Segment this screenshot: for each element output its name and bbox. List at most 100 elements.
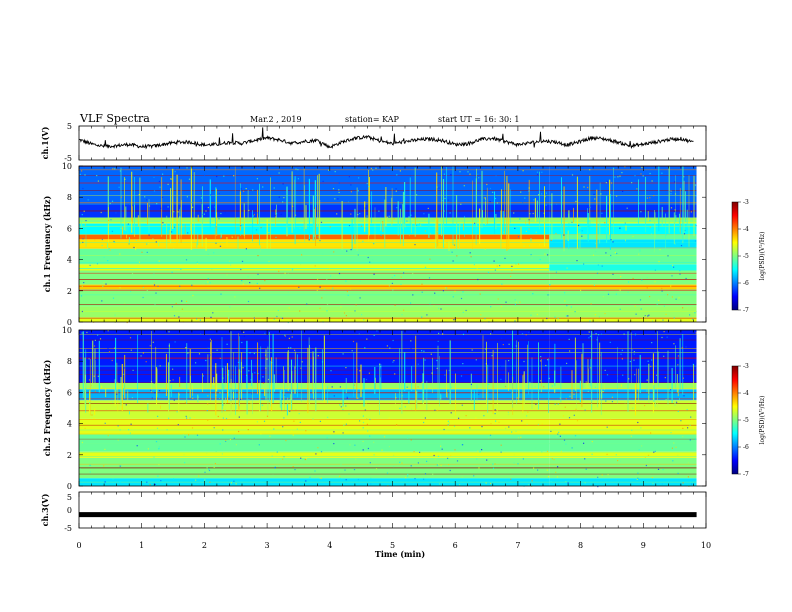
spectrogram-speckle xyxy=(678,391,680,394)
spectrogram-speckle xyxy=(444,374,446,376)
spectrogram-speckle xyxy=(340,463,342,465)
spectrogram-speckle xyxy=(260,433,262,435)
spectrogram-speckle xyxy=(516,397,518,399)
spectrogram-speckle xyxy=(379,367,381,369)
spectrogram-speckle xyxy=(155,292,157,294)
spectrogram-speckle xyxy=(388,417,390,419)
spectrogram-speckle xyxy=(443,428,445,431)
spectrogram-speckle xyxy=(479,293,481,295)
spectrogram-speckle xyxy=(97,334,99,336)
spectrogram-speckle xyxy=(279,229,281,231)
spectrogram-speckle xyxy=(672,460,674,462)
spectrogram-speckle xyxy=(546,317,548,320)
spectrogram-speckle xyxy=(322,180,324,182)
spectrogram-speckle xyxy=(207,253,209,255)
spectrogram-speckle xyxy=(533,467,535,469)
spectrogram-speckle xyxy=(690,211,692,213)
spectrogram-speckle xyxy=(266,358,268,360)
spectrogram-speckle xyxy=(523,360,525,363)
spectrogram-speckle xyxy=(378,210,380,212)
spectrogram-speckle xyxy=(504,385,506,387)
spectrogram-speckle xyxy=(587,186,589,189)
spectrogram-speckle xyxy=(331,386,333,388)
spectrogram-speckle xyxy=(97,375,99,377)
spectrogram-speckle xyxy=(620,276,622,278)
spectrogram-speckle xyxy=(578,232,580,235)
spectrogram-speckle xyxy=(391,276,393,279)
spectrogram-speckle xyxy=(265,354,267,356)
spectrogram-speckle xyxy=(354,310,356,312)
spectrogram-band xyxy=(79,434,550,452)
spectrogram-speckle xyxy=(475,417,477,419)
spectrogram-speckle xyxy=(633,353,635,355)
spectrogram-speckle xyxy=(653,251,655,253)
spectrogram-speckle xyxy=(273,187,275,189)
ch3-ytick-top: 5 xyxy=(67,493,72,502)
spectrogram-speckle xyxy=(257,255,259,257)
spectrogram-speckle xyxy=(337,198,339,200)
spectrogram-speckle xyxy=(348,225,351,227)
spectrogram-speckle xyxy=(203,213,205,215)
spectrogram-speckle xyxy=(508,360,510,362)
spectrogram-speckle xyxy=(178,316,180,318)
ch2-colorbar-scale xyxy=(731,365,739,475)
spectrogram-speckle xyxy=(589,367,591,369)
spectrogram-speckle xyxy=(319,420,321,422)
spectrogram-speckle xyxy=(614,251,616,254)
spectrogram-speckle xyxy=(449,212,451,214)
spectrogram-speckle xyxy=(640,173,642,175)
spectrogram-speckle xyxy=(231,235,233,237)
spectrogram-speckle xyxy=(330,275,332,277)
spectrogram-speckle xyxy=(407,437,409,439)
spectrogram-speckle xyxy=(478,177,480,179)
spectrogram-speckle xyxy=(304,458,306,461)
spectrogram-speckle xyxy=(186,417,188,419)
spectrogram-speckle xyxy=(528,332,530,334)
spectrogram-speckle xyxy=(342,408,344,411)
spectrogram-speckle xyxy=(436,186,438,188)
spectrogram-speckle xyxy=(410,439,412,441)
spectrogram-speckle xyxy=(148,243,150,245)
spectrogram-speckle xyxy=(158,448,160,450)
spectrogram-speckle xyxy=(173,226,176,228)
spectrogram-speckle xyxy=(156,427,159,429)
spectrogram-speckle xyxy=(590,402,593,404)
spectrogram-speckle xyxy=(362,421,365,424)
spectrogram-speckle xyxy=(253,352,255,355)
spectrogram-speckle xyxy=(666,336,668,338)
spectrogram-speckle xyxy=(392,289,394,291)
spectrogram-speckle xyxy=(155,389,158,391)
spectrogram-speckle xyxy=(315,453,317,455)
spectrogram-speckle xyxy=(589,320,591,322)
spectrogram-speckle xyxy=(254,372,256,374)
spectrogram-speckle xyxy=(687,462,689,464)
spectrogram-speckle xyxy=(353,469,356,471)
spectrogram-band xyxy=(549,239,697,249)
spectrogram-speckle xyxy=(448,369,450,372)
spectrogram-speckle xyxy=(433,194,435,196)
spectrogram-speckle xyxy=(443,210,445,212)
spectrogram-speckle xyxy=(632,277,634,280)
spectrogram-speckle xyxy=(671,296,673,298)
ch1-colorbar-ticks: -3 -4 -5 -6 -7 xyxy=(738,199,749,314)
spectrogram-speckle xyxy=(108,219,110,221)
spectrogram-speckle xyxy=(84,224,86,226)
spectrogram-speckle xyxy=(495,420,497,422)
spectrogram-speckle xyxy=(362,427,364,429)
spectrogram-speckle xyxy=(372,169,374,171)
spectrogram-speckle xyxy=(340,306,342,308)
spectrogram-speckle xyxy=(490,333,492,335)
spectrogram-speckle xyxy=(129,337,132,339)
spectrogram-speckle xyxy=(174,341,176,343)
spectrogram-speckle xyxy=(659,249,661,251)
spectrogram-speckle xyxy=(589,333,591,336)
spectrogram-speckle xyxy=(393,466,395,468)
spectrogram-speckle xyxy=(433,454,435,457)
spectrogram-speckle xyxy=(233,437,235,439)
spectrogram-speckle xyxy=(505,223,507,225)
spectrogram-speckle xyxy=(539,258,541,261)
spectrogram-speckle xyxy=(611,182,613,184)
spectrogram-speckle xyxy=(202,213,204,215)
spectrogram-speckle xyxy=(192,397,194,399)
spectrogram-speckle xyxy=(162,173,164,175)
